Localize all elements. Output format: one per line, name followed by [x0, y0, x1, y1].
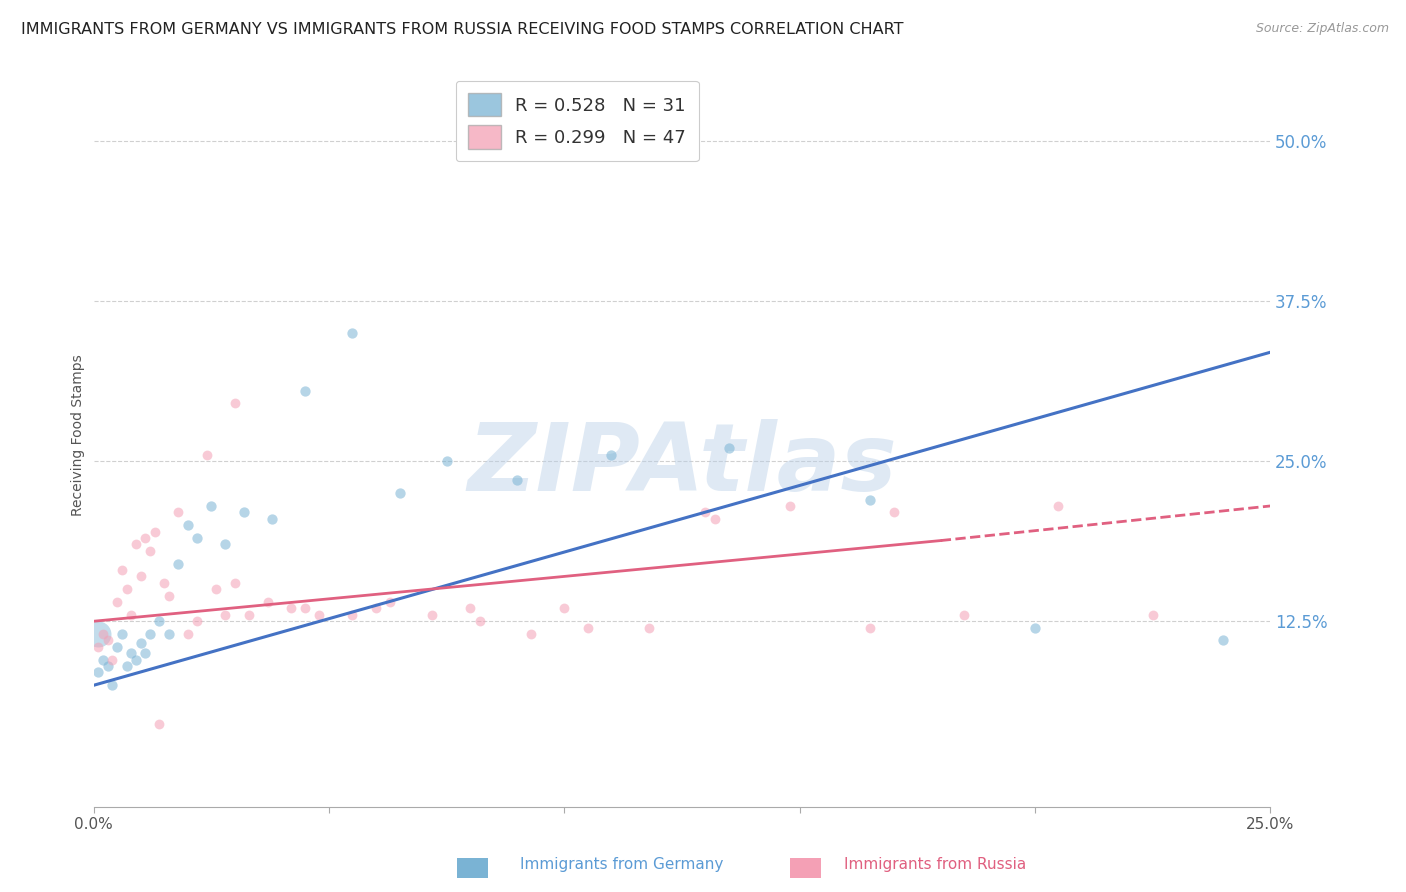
Point: [97, 659, 120, 673]
Point: [1212, 633, 1234, 648]
Point: [139, 627, 162, 641]
Point: [214, 607, 236, 622]
Point: [224, 575, 246, 590]
Point: [157, 589, 180, 603]
Point: [308, 607, 330, 622]
Point: [111, 563, 134, 577]
Text: Immigrants from Germany: Immigrants from Germany: [520, 857, 724, 872]
Point: [129, 569, 152, 583]
Point: [200, 499, 222, 513]
Point: [111, 627, 134, 641]
Point: [167, 557, 190, 571]
Point: [153, 575, 176, 590]
Point: [224, 396, 246, 410]
Legend: R = 0.528   N = 31, R = 0.299   N = 47: R = 0.528 N = 31, R = 0.299 N = 47: [456, 80, 699, 161]
Point: [717, 442, 740, 456]
Point: [779, 499, 801, 513]
Point: [506, 474, 529, 488]
Point: [1142, 607, 1164, 622]
Point: [157, 627, 180, 641]
Point: [378, 595, 401, 609]
Point: [97, 633, 120, 648]
Text: ZIPAtlas: ZIPAtlas: [467, 419, 897, 511]
Point: [115, 659, 138, 673]
Text: Source: ZipAtlas.com: Source: ZipAtlas.com: [1256, 22, 1389, 36]
Point: [120, 646, 142, 660]
Point: [238, 607, 260, 622]
Point: [294, 384, 316, 398]
Point: [256, 595, 278, 609]
Point: [342, 607, 364, 622]
Point: [422, 607, 444, 622]
Point: [105, 595, 128, 609]
Point: [101, 678, 124, 692]
Point: [87, 627, 110, 641]
Point: [125, 537, 148, 551]
Point: [105, 640, 128, 654]
Point: [468, 614, 491, 628]
Point: [87, 640, 110, 654]
Point: [186, 531, 208, 545]
Point: [553, 601, 575, 615]
Point: [148, 716, 170, 731]
Point: [87, 665, 110, 680]
Point: [167, 505, 190, 519]
Point: [91, 627, 114, 641]
Point: [364, 601, 387, 615]
Point: [177, 518, 200, 533]
Point: [520, 627, 543, 641]
Point: [214, 537, 236, 551]
Point: [139, 543, 162, 558]
Point: [134, 531, 156, 545]
Point: [1047, 499, 1070, 513]
Point: [262, 512, 284, 526]
Point: [186, 614, 208, 628]
Point: [195, 448, 218, 462]
Text: Immigrants from Russia: Immigrants from Russia: [844, 857, 1026, 872]
Point: [129, 636, 152, 650]
Point: [576, 621, 599, 635]
Y-axis label: Receiving Food Stamps: Receiving Food Stamps: [72, 355, 86, 516]
Point: [205, 582, 228, 597]
Point: [342, 326, 364, 340]
Point: [458, 601, 481, 615]
Point: [436, 454, 458, 468]
Point: [703, 512, 725, 526]
Text: IMMIGRANTS FROM GERMANY VS IMMIGRANTS FROM RUSSIA RECEIVING FOOD STAMPS CORRELAT: IMMIGRANTS FROM GERMANY VS IMMIGRANTS FR…: [21, 22, 904, 37]
Point: [115, 582, 138, 597]
Point: [859, 621, 882, 635]
Point: [177, 627, 200, 641]
Point: [134, 646, 156, 660]
Point: [91, 653, 114, 667]
Point: [953, 607, 976, 622]
Point: [280, 601, 302, 615]
Point: [638, 621, 661, 635]
Point: [695, 505, 717, 519]
Point: [388, 486, 411, 500]
Point: [148, 614, 170, 628]
Point: [294, 601, 316, 615]
Point: [101, 653, 124, 667]
Point: [883, 505, 905, 519]
Point: [859, 492, 882, 507]
Point: [1024, 621, 1046, 635]
Point: [120, 607, 142, 622]
Point: [233, 505, 256, 519]
Point: [143, 524, 166, 539]
Point: [125, 653, 148, 667]
Point: [600, 448, 623, 462]
